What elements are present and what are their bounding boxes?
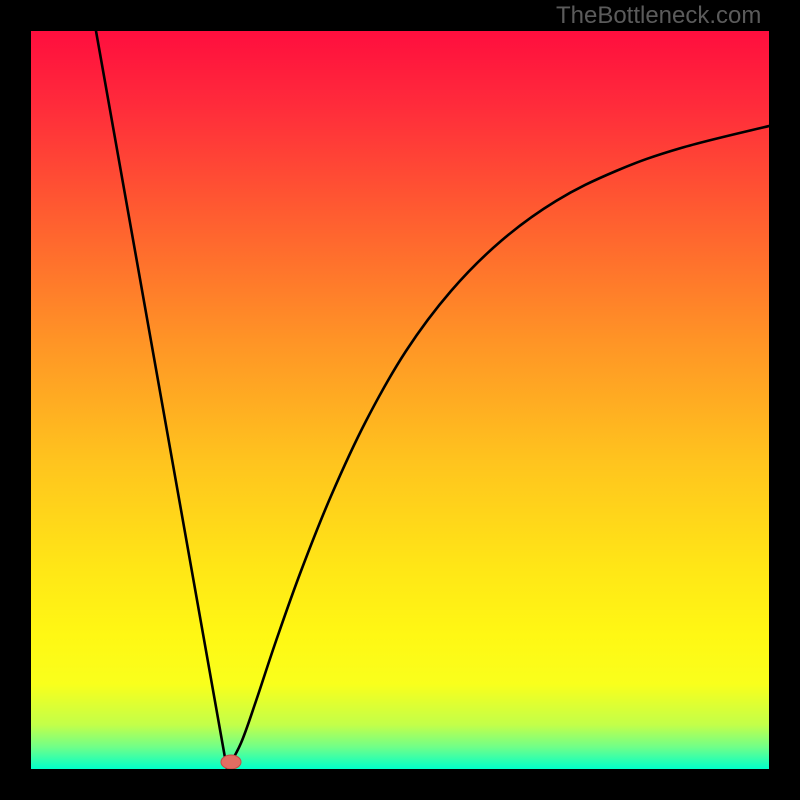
- minimum-marker: [221, 755, 241, 769]
- bottleneck-chart: [0, 0, 800, 800]
- gradient-background: [31, 31, 769, 769]
- chart-frame: TheBottleneck.com: [0, 0, 800, 800]
- watermark-text: TheBottleneck.com: [556, 2, 761, 30]
